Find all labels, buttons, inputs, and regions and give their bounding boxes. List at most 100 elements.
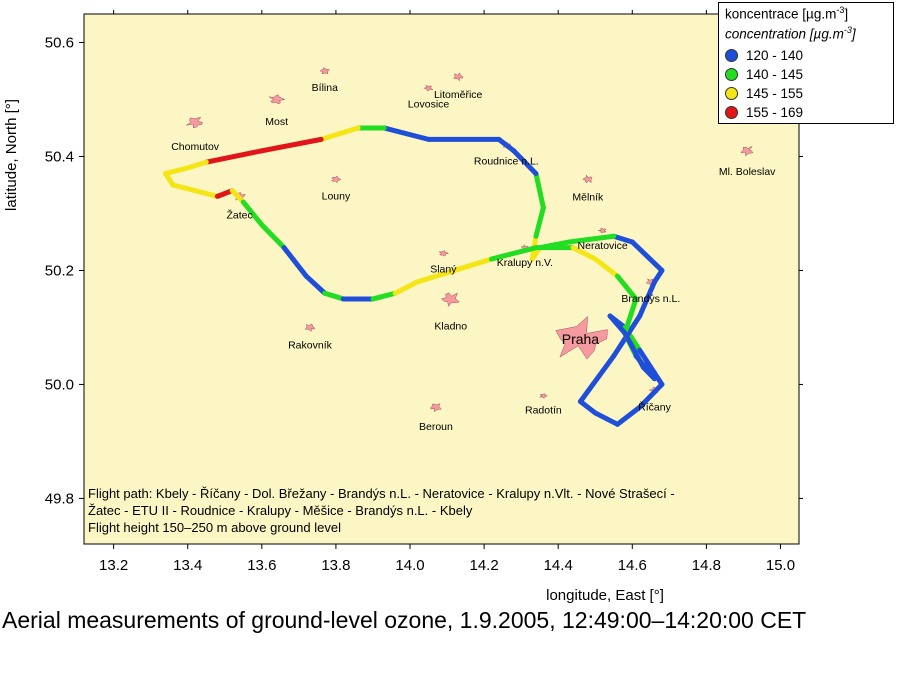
town-label: Říčany (638, 400, 671, 413)
path-segment (607, 313, 628, 336)
path-segment (281, 245, 309, 279)
path-segment (577, 399, 598, 416)
x-tick-label: 14.6 (618, 557, 647, 574)
y-tick-label: 49.8 (45, 490, 74, 507)
town-area (539, 393, 549, 399)
path-segment (229, 188, 246, 205)
legend-marker (725, 67, 738, 81)
path-segment (451, 256, 495, 273)
y-axis: 49.8 50.0 50.2 50.4 50.6 (45, 34, 803, 507)
path-segment (496, 136, 517, 154)
town-label: Roudnice n.L. (474, 155, 539, 167)
town-label: Beroun (419, 421, 453, 433)
town-label: Lovosice (408, 98, 450, 110)
flight-note-3: Flight height 150–250 m above ground lev… (88, 520, 341, 535)
path-segment (489, 245, 539, 262)
y-tick-label: 50.2 (45, 262, 74, 279)
town-label: Litoměřice (434, 89, 483, 101)
town-area (453, 72, 463, 82)
town-label: Most (265, 116, 288, 128)
x-tick-label: 14.8 (692, 557, 721, 574)
path-segment (392, 279, 420, 296)
path-segment (259, 222, 287, 251)
legend-marker (725, 105, 738, 119)
town-label: Chomutov (171, 141, 220, 153)
town-area (441, 292, 460, 307)
x-tick-label: 13.8 (321, 557, 350, 574)
path-segment (611, 233, 635, 245)
town-area (186, 116, 203, 129)
town-label: Rakovník (288, 340, 333, 352)
path-segment (511, 148, 539, 177)
town-label: Kralupy n.V. (497, 257, 553, 269)
town-area (319, 67, 330, 75)
legend: koncentrace [µg.m-3] concentration [µg.m… (718, 2, 894, 124)
legend-entry: 140 - 145 (725, 65, 803, 83)
path-segment (214, 188, 235, 199)
path-segment (370, 290, 398, 302)
town-area (438, 250, 450, 257)
x-tick-label: 13.2 (99, 557, 128, 574)
town-label: Bílina (312, 82, 338, 94)
legend-entry: 145 - 155 (725, 84, 803, 102)
y-tick-label: 50.4 (45, 148, 74, 165)
path-segment (637, 381, 665, 410)
town-label: Ml. Boleslav (719, 166, 776, 178)
legend-marker (725, 86, 738, 100)
town-label: Neratovice (578, 240, 628, 252)
path-segment (640, 364, 658, 382)
x-axis: 13.2 13.4 13.6 13.8 14.0 14.2 14.4 14.6 14.8 15.0 (99, 10, 795, 574)
town-label: Louny (322, 191, 351, 203)
path-segment (577, 353, 617, 405)
flight-note-2: Žatec - ETU II - Roudnice - Kralupy - Mě… (88, 503, 473, 518)
path-segment (170, 182, 220, 199)
town-area (304, 323, 316, 333)
path-segment (318, 125, 361, 142)
town-label: Žatec (226, 209, 252, 222)
path-segment (622, 296, 639, 336)
x-tick-label: 14.0 (395, 557, 424, 574)
town-label: Slaný (430, 264, 457, 276)
path-segment (381, 125, 432, 142)
y-tick-label: 50.0 (45, 376, 74, 393)
path-segment (203, 148, 265, 165)
town-label: Mělník (572, 192, 604, 204)
town-label: Praha (562, 331, 600, 347)
path-segment (259, 136, 324, 154)
path-segment (614, 404, 643, 427)
legend-marker (725, 48, 738, 62)
path-segment (533, 171, 546, 211)
path-segment (592, 410, 620, 427)
x-tick-label: 14.2 (470, 557, 499, 574)
plot-area (83, 13, 800, 545)
path-segment (322, 290, 346, 302)
x-tick-label: 13.6 (247, 557, 276, 574)
path-segment (629, 239, 665, 273)
path-segment (185, 159, 209, 171)
legend-subtitle: concentration [µg.m-3] (725, 25, 856, 42)
town-label: Brandýs n.L. (621, 293, 680, 305)
x-tick-label: 13.4 (173, 557, 202, 574)
path-segment (566, 233, 617, 245)
town-area (598, 227, 607, 234)
town-area (422, 85, 434, 92)
town-area (740, 146, 754, 157)
path-segment (622, 330, 646, 370)
flight-path (163, 125, 665, 427)
town-label: Kladno (434, 320, 467, 332)
x-tick-label: 14.4 (544, 557, 573, 574)
legend-entry: 120 - 140 (725, 46, 803, 64)
legend-title: koncentrace [µg.m-3] (725, 5, 849, 22)
town-area (582, 174, 593, 184)
figure-caption: Aerial measurements of ground-level ozon… (2, 607, 807, 633)
path-segment (414, 267, 457, 285)
town-area (430, 403, 442, 413)
y-axis-label: latitude, North [°] (3, 99, 20, 211)
legend-entry: 155 - 169 (725, 103, 803, 121)
town-area (330, 175, 342, 184)
path-segment (637, 279, 658, 319)
x-tick-label: 15.0 (766, 557, 795, 574)
town-area (555, 315, 608, 360)
